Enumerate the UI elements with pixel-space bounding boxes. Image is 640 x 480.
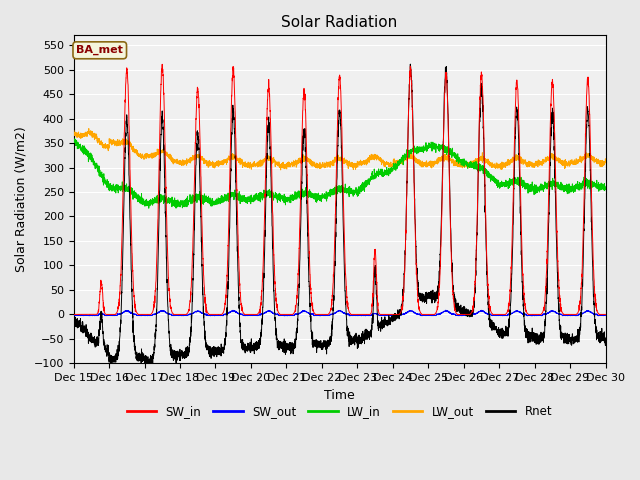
Y-axis label: Solar Radiation (W/m2): Solar Radiation (W/m2)	[15, 127, 28, 272]
X-axis label: Time: Time	[324, 389, 355, 402]
Legend: SW_in, SW_out, LW_in, LW_out, Rnet: SW_in, SW_out, LW_in, LW_out, Rnet	[122, 401, 557, 423]
Title: Solar Radiation: Solar Radiation	[282, 15, 397, 30]
Text: BA_met: BA_met	[76, 45, 123, 56]
